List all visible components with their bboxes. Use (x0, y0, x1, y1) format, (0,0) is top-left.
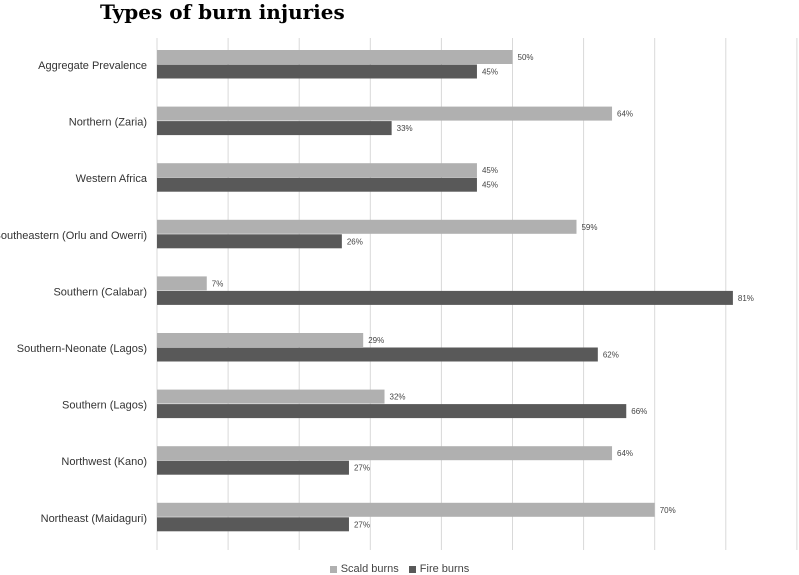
data-label: 45% (482, 68, 498, 77)
legend-label-fire: Fire burns (419, 563, 470, 575)
data-label: 7% (212, 279, 224, 288)
legend-swatch-scald (329, 565, 337, 573)
category-label: Southern (Calabar) (53, 286, 147, 298)
data-label: 27% (354, 520, 370, 529)
category-label: Northeast (Maidaguri) (41, 513, 147, 525)
category-label: Southern-Neonate (Lagos) (17, 343, 147, 355)
bar (157, 121, 392, 136)
bar (157, 389, 385, 404)
legend-item-scald: Scald burns (329, 563, 399, 575)
data-label: 33% (397, 124, 413, 133)
bar (157, 177, 477, 192)
bar (157, 290, 733, 305)
data-label: 26% (347, 237, 363, 246)
data-labels: 50% 45% 64% 33% 45% 45% 59% 26% 7% 81% 29% 62% 32% 66… (212, 53, 754, 529)
bar (157, 404, 627, 419)
data-label: 62% (603, 351, 619, 360)
bar (157, 446, 613, 461)
data-label: 70% (660, 506, 676, 515)
bars (157, 50, 733, 532)
bar (157, 347, 598, 362)
bar (157, 333, 364, 347)
category-label: Western Africa (76, 173, 148, 185)
data-label: 45% (482, 166, 498, 175)
bar (157, 234, 342, 249)
data-label: 32% (390, 393, 406, 402)
bar (157, 106, 613, 121)
legend-label-scald: Scald burns (340, 563, 399, 575)
data-label: 66% (631, 407, 647, 416)
bar (157, 163, 477, 178)
data-label: 59% (581, 223, 597, 232)
category-labels: Aggregate Prevalence Northern (Zaria) West… (0, 60, 148, 525)
bar (157, 276, 207, 291)
data-label: 81% (738, 294, 754, 303)
data-label: 27% (354, 464, 370, 473)
category-label: Northwest (Kano) (61, 456, 147, 468)
chart-title: Types of burn injuries (100, 0, 345, 24)
data-label: 29% (368, 336, 384, 345)
category-label: Aggregate Prevalence (38, 60, 147, 72)
category-label: Southeastern (Orlu and Owerri) (0, 230, 147, 242)
data-label: 64% (617, 449, 633, 458)
bar (157, 219, 577, 234)
data-label: 50% (518, 53, 534, 62)
bar (157, 64, 477, 79)
legend: Scald burns Fire burns (0, 563, 799, 575)
bar (157, 460, 349, 475)
bar (157, 50, 513, 64)
data-label: 45% (482, 181, 498, 190)
legend-swatch-fire (408, 565, 416, 573)
data-label: 64% (617, 110, 633, 119)
bar (157, 502, 655, 517)
bar (157, 517, 349, 532)
legend-item-fire: Fire burns (408, 563, 470, 575)
category-label: Northern (Zaria) (69, 117, 147, 129)
category-label: Southern (Lagos) (62, 400, 147, 412)
